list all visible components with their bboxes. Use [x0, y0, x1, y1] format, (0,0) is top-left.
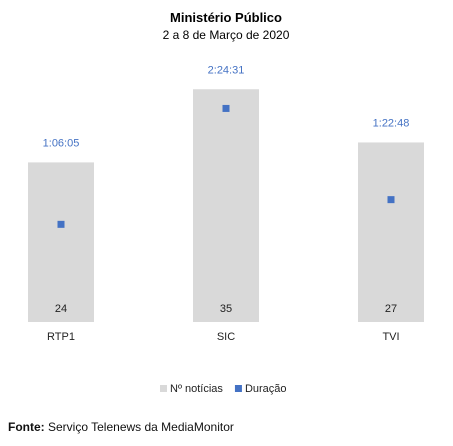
bars-group	[28, 89, 424, 322]
legend: Nº notícias Duração	[160, 383, 287, 395]
duration-marker-tvi	[387, 196, 395, 204]
bar-tvi	[358, 142, 424, 322]
legend-swatch-duracao	[234, 385, 242, 392]
count-label-sic: 35	[220, 303, 232, 315]
duration-markers-group	[57, 104, 395, 228]
chart-subtitle: 2 a 8 de Março de 2020	[163, 28, 290, 42]
category-tick-tvi: TVI	[382, 331, 399, 343]
labels-group: 24 RTP1 1:06:05 35 SIC 2:24:31 27 TVI 1:22:48	[43, 64, 410, 343]
legend-swatch-noticias	[160, 385, 167, 392]
count-label-rtp1: 24	[55, 303, 67, 315]
legend-label-noticias: Nº notícias	[170, 383, 223, 395]
source-text: Serviço Telenews da MediaMonitor	[48, 420, 234, 434]
bar-rtp1	[28, 162, 94, 322]
duration-label-rtp1: 1:06:05	[43, 137, 80, 149]
category-tick-sic: SIC	[217, 331, 235, 343]
source-label: Fonte:	[8, 420, 45, 434]
duration-marker-sic	[222, 104, 230, 112]
bar-sic	[193, 89, 259, 322]
count-label-tvi: 27	[385, 303, 397, 315]
category-tick-rtp1: RTP1	[47, 331, 75, 343]
duration-label-sic: 2:24:31	[208, 64, 245, 76]
source-note: Fonte: Serviço Telenews da MediaMonitor	[8, 420, 234, 434]
duration-label-tvi: 1:22:48	[373, 117, 410, 129]
duration-marker-rtp1	[57, 220, 65, 228]
chart-title: Ministério Público	[170, 10, 282, 25]
legend-label-duracao: Duração	[245, 383, 287, 395]
